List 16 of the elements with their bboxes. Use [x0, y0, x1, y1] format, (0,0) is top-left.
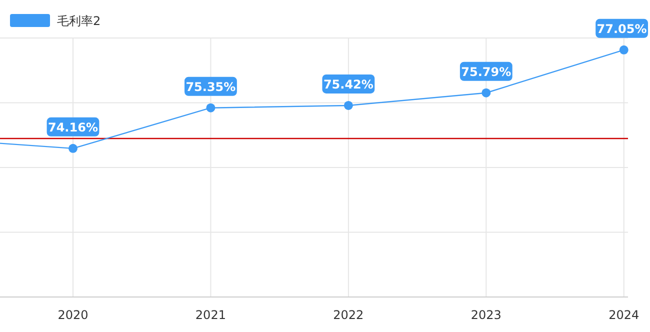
x-tick-label: 2024	[608, 308, 640, 322]
data-label: 77.05%	[596, 22, 647, 36]
point	[68, 144, 78, 153]
x-tick-label: 2023	[470, 308, 502, 322]
legend-label: 毛利率2	[57, 14, 101, 28]
data-label: 75.42%	[323, 77, 374, 92]
data-label: 75.35%	[186, 80, 236, 94]
point	[206, 103, 216, 112]
data-label: 74.16%	[48, 120, 98, 134]
x-tick-label: 2020	[58, 308, 88, 322]
point	[482, 88, 491, 98]
x-tick-label: 2022	[333, 308, 364, 322]
point	[344, 100, 353, 110]
x-tick-label: 2021	[195, 308, 226, 322]
point	[619, 45, 628, 54]
data-label: 75.79%	[461, 64, 512, 79]
